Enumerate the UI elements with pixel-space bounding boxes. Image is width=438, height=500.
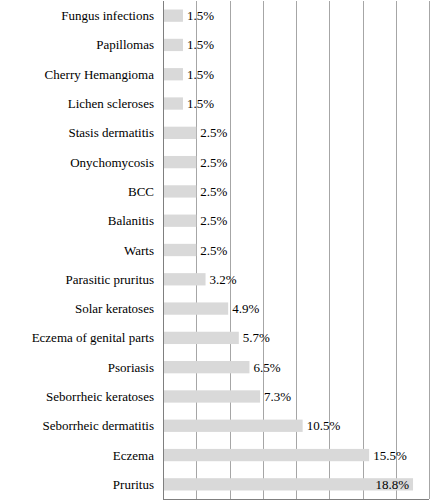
bar <box>163 9 183 21</box>
chart-container: Fungus infections Papillomas Cherry Hemang… <box>0 0 438 500</box>
category-label: Warts <box>124 243 154 258</box>
bar <box>163 361 249 373</box>
bar <box>163 273 206 285</box>
bar <box>163 215 196 227</box>
category-label: Onychomycosis <box>70 155 154 170</box>
bar <box>163 185 196 197</box>
category-label: BCC <box>128 184 154 199</box>
bar <box>163 156 196 168</box>
bar <box>163 39 183 51</box>
data-label: 2.5% <box>200 155 227 170</box>
bar <box>163 244 196 256</box>
data-label: 2.5% <box>200 184 227 199</box>
category-label: Lichen scleroses <box>68 96 154 111</box>
data-label: 7.3% <box>264 389 291 404</box>
data-labels: 1.5% 1.5% 1.5% 1.5% 2.5% 2.5% 2.5% 2.5% 2.5% 3.2%… <box>187 8 409 492</box>
data-label: 18.8% <box>375 477 409 492</box>
category-label: Cherry Hemangioma <box>45 67 155 82</box>
grid-line <box>163 1 164 499</box>
data-label: 4.9% <box>232 301 259 316</box>
data-label: 10.5% <box>307 418 341 433</box>
bar <box>163 97 183 109</box>
category-label: Pruritus <box>113 477 154 492</box>
bar <box>163 68 183 80</box>
data-label: 5.7% <box>243 330 270 345</box>
grid <box>164 1 430 499</box>
category-labels: Fungus infections Papillomas Cherry Hemang… <box>32 8 155 492</box>
chart-svg: Fungus infections Papillomas Cherry Hemang… <box>0 0 438 500</box>
grid-line <box>429 1 430 499</box>
category-label: Solar keratoses <box>75 301 154 316</box>
bar <box>163 332 239 344</box>
data-label: 2.5% <box>200 243 227 258</box>
data-label: 1.5% <box>187 67 214 82</box>
data-label: 15.5% <box>373 448 407 463</box>
axis-line <box>163 1 164 499</box>
data-label: 6.5% <box>253 360 280 375</box>
data-label: 3.2% <box>210 272 237 287</box>
category-label: Balanitis <box>108 213 154 228</box>
bar <box>163 420 303 432</box>
category-label: Eczema of genital parts <box>32 330 154 345</box>
category-label: Fungus infections <box>61 8 154 23</box>
category-label: Stasis dermatitis <box>68 125 154 140</box>
category-label: Seborrheic keratoses <box>46 389 154 404</box>
category-label: Seborrheic dermatitis <box>42 418 154 433</box>
category-label: Papillomas <box>96 37 154 52</box>
bar <box>163 302 228 314</box>
data-label: 1.5% <box>187 8 214 23</box>
axis-line <box>163 499 429 500</box>
grid-line <box>396 1 397 499</box>
category-label: Parasitic pruritus <box>66 272 154 287</box>
bar <box>163 449 369 461</box>
data-label: 1.5% <box>187 37 214 52</box>
grid-line <box>363 1 364 499</box>
data-label: 2.5% <box>200 125 227 140</box>
bar <box>163 390 260 402</box>
data-label: 1.5% <box>187 96 214 111</box>
data-label: 2.5% <box>200 213 227 228</box>
category-label: Eczema <box>113 448 154 463</box>
bar <box>163 127 196 139</box>
category-label: Psoriasis <box>108 360 154 375</box>
bars <box>163 9 413 490</box>
